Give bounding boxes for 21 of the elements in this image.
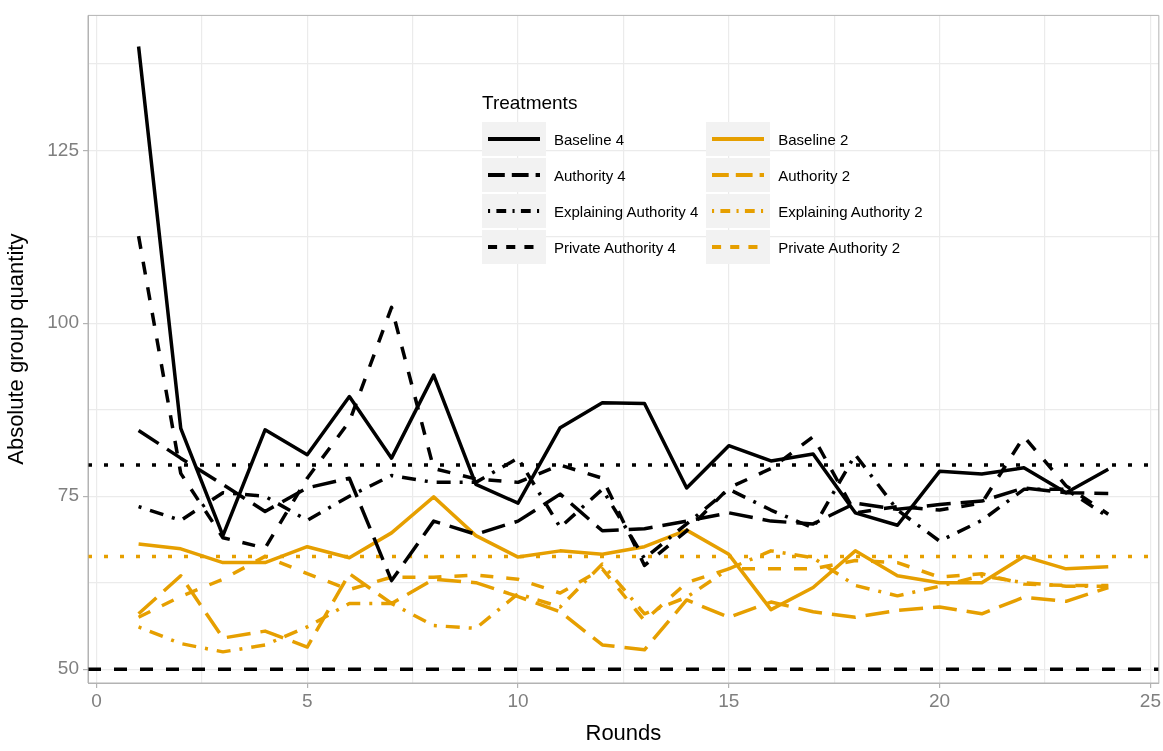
x-tick-label: 20 — [929, 689, 951, 711]
legend-label: Private Authority 4 — [554, 238, 677, 256]
legend-label: Explaining Authority 2 — [778, 202, 924, 220]
x-tick-label: 10 — [507, 689, 529, 711]
legend-label: Baseline 2 — [778, 130, 850, 148]
y-tick-label: 125 — [47, 138, 79, 160]
x-tick-label: 15 — [718, 689, 740, 711]
x-tick-label: 5 — [301, 689, 313, 711]
legend-label: Authority 4 — [554, 166, 627, 184]
y-axis-title: Absolute group quantity — [3, 233, 29, 465]
x-tick-label: 25 — [1139, 689, 1161, 711]
legend-label: Private Authority 2 — [778, 238, 901, 256]
legend-label: Baseline 4 — [554, 130, 626, 148]
y-tick-label: 75 — [57, 484, 79, 506]
y-tick-label: 50 — [57, 657, 79, 679]
legend-title: Treatments — [482, 92, 579, 114]
legend-label: Authority 2 — [778, 166, 851, 184]
legend-label: Explaining Authority 4 — [554, 202, 700, 220]
y-tick-label: 100 — [47, 311, 79, 333]
x-tick-label: 0 — [91, 689, 102, 711]
x-axis-title: Rounds — [585, 719, 662, 745]
